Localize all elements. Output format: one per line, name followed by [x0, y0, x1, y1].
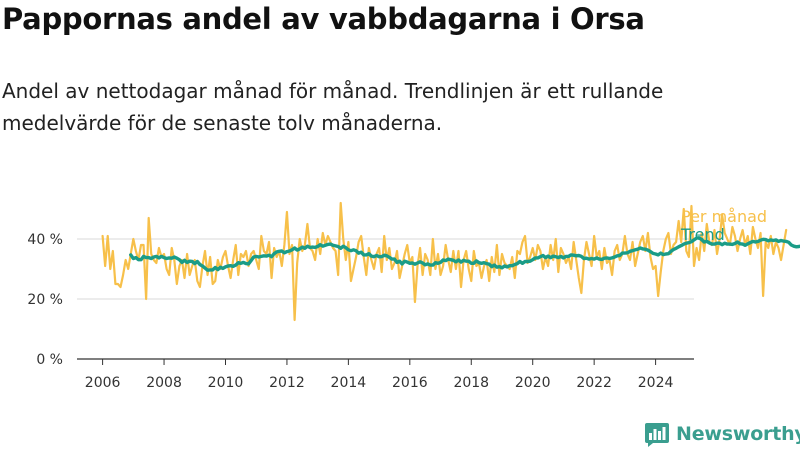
x-tick-label: 2010	[208, 375, 244, 391]
series-label-trend: Trend	[680, 225, 725, 244]
x-axis: 2006 2008 2010 2012 2014 2016 2018 2020 2022 2024	[77, 358, 694, 391]
x-tick-label: 2018	[453, 375, 489, 391]
x-tick-label: 2012	[269, 375, 305, 391]
series-lines	[101, 201, 800, 322]
y-tick-label: 0 %	[36, 352, 63, 368]
x-tick-label: 2016	[392, 375, 428, 391]
brand-logo[interactable]: Newsworthy	[644, 420, 800, 448]
brand-name: Newsworthy	[676, 423, 800, 445]
y-tick-label: 40 %	[27, 232, 63, 248]
x-tick-label: 2008	[146, 375, 182, 391]
x-tick-label: 2024	[638, 375, 674, 391]
x-tick-label: 2022	[576, 375, 612, 391]
series-line-trend	[129, 236, 800, 272]
y-tick-label: 20 %	[27, 292, 63, 308]
x-tick-label: 2014	[331, 375, 367, 391]
x-tick-label: 2006	[85, 375, 121, 391]
chart-subtitle: Andel av nettodagar månad för månad. Tre…	[2, 79, 664, 135]
series-label-per-manad: Per månad	[681, 207, 767, 226]
chart-title: Pappornas andel av vabbdagarna i Orsa	[2, 2, 645, 36]
newsworthy-logo-icon	[645, 423, 669, 447]
y-axis: 0 % 20 % 40 %	[27, 232, 63, 368]
x-tick-label: 2020	[515, 375, 551, 391]
